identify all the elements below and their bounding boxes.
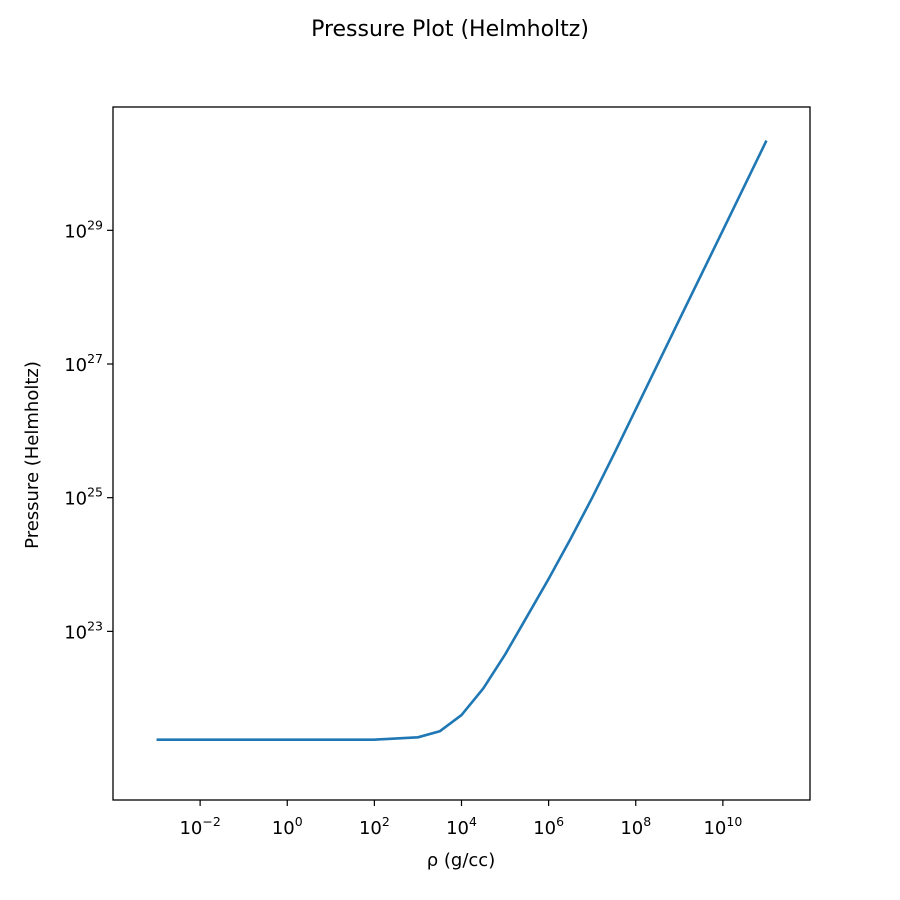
x-axis: 10−2 100 102 104 106 108 1010 [179, 800, 742, 839]
x-tick-label-base: 10 [533, 818, 556, 839]
x-axis-label: ρ (g/cc) [427, 850, 495, 871]
x-tick-label-base: 10 [620, 818, 643, 839]
x-tick-label: 106 [533, 814, 564, 839]
x-tick-label-base: 10 [703, 818, 726, 839]
x-tick-label-exponent: 0 [295, 814, 303, 829]
x-tick-label-exponent: 10 [726, 814, 742, 829]
series-line-pressure [156, 140, 768, 741]
y-tick-label-base: 10 [64, 622, 87, 643]
y-tick-label-exponent: 23 [87, 618, 103, 633]
x-tick-label: 10−2 [179, 814, 220, 839]
x-tick-label-exponent: 2 [382, 814, 390, 829]
x-tick-label-base: 10 [359, 818, 382, 839]
plot-frame [112, 106, 811, 801]
x-tick-label-exponent: 6 [556, 814, 564, 829]
x-tick-label: 1010 [703, 814, 742, 839]
x-tick-label: 100 [272, 814, 303, 839]
y-tick-label-exponent: 27 [87, 351, 103, 366]
y-tick-label: 1027 [64, 351, 103, 376]
x-tick-label: 108 [620, 814, 651, 839]
y-tick-label: 1029 [64, 217, 103, 242]
y-tick-label-base: 10 [64, 355, 87, 376]
x-tick-label-exponent: 4 [469, 814, 477, 829]
x-tick-label-base: 10 [446, 818, 469, 839]
y-axis-label: Pressure (Helmholtz) [22, 361, 43, 549]
chart-title: Pressure Plot (Helmholtz) [311, 17, 589, 42]
y-tick-label: 1023 [64, 618, 103, 643]
plot-area [112, 106, 811, 801]
y-tick-label-exponent: 29 [87, 217, 103, 232]
x-tick-label-base: 10 [272, 818, 295, 839]
x-tick-label: 102 [359, 814, 390, 839]
x-tick-label: 104 [446, 814, 477, 839]
y-tick-label-base: 10 [64, 221, 87, 242]
y-tick-label-exponent: 25 [87, 485, 103, 500]
x-tick-label-exponent: 8 [643, 814, 651, 829]
x-tick-label-base: 10 [179, 818, 202, 839]
x-tick-label-exponent: −2 [202, 814, 220, 829]
y-tick-label-base: 10 [64, 489, 87, 510]
y-tick-label: 1025 [64, 485, 103, 510]
